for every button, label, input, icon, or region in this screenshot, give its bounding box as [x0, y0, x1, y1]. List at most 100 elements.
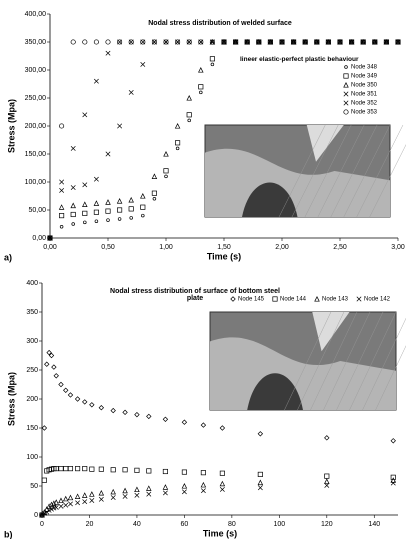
marker [83, 400, 87, 404]
marker [94, 210, 98, 214]
legend-marker [357, 297, 361, 301]
marker [258, 472, 262, 476]
marker [182, 490, 186, 494]
marker [83, 113, 87, 117]
legend-marker [345, 66, 348, 69]
x-axis-label: Time (s) [207, 251, 241, 261]
marker [163, 491, 167, 495]
marker [187, 96, 191, 100]
marker [141, 205, 145, 209]
marker [83, 493, 87, 497]
marker [68, 502, 72, 506]
marker [199, 68, 203, 72]
marker [325, 474, 329, 478]
marker [111, 468, 115, 472]
y-tick-label: 400 [26, 280, 38, 287]
marker [152, 191, 156, 195]
marker [99, 467, 103, 471]
legend-marker [344, 74, 348, 78]
marker [258, 480, 262, 484]
marker [135, 493, 139, 497]
marker [182, 420, 186, 424]
marker [258, 432, 262, 436]
y-tick-label: 200,00 [25, 123, 47, 130]
marker [111, 495, 115, 499]
marker [68, 495, 72, 499]
panel-label: a) [4, 252, 12, 262]
marker [141, 214, 144, 217]
marker [83, 221, 86, 224]
marker [90, 467, 94, 471]
y-tick-label: 150,00 [25, 151, 47, 158]
marker [59, 498, 63, 502]
x-tick-label: 0,50 [101, 244, 115, 251]
marker [123, 494, 127, 498]
y-axis-label: Stress (Mpa) [6, 372, 16, 426]
y-tick-label: 100 [26, 454, 38, 461]
x-tick-label: 20 [86, 521, 94, 528]
marker [199, 85, 203, 89]
y-tick-label: 250 [26, 367, 38, 374]
marker [135, 412, 139, 416]
y-tick-label: 0 [34, 512, 38, 519]
legend-marker [344, 92, 348, 96]
y-axis-label: Stress (Mpa) [6, 99, 16, 153]
legend-label: Node 349 [351, 74, 378, 80]
y-tick-label: 0,00 [32, 235, 46, 242]
y-tick-label: 350 [26, 309, 38, 316]
x-tick-label: 1,00 [159, 244, 173, 251]
marker [258, 486, 262, 490]
marker [123, 410, 127, 414]
marker [188, 119, 191, 122]
marker [163, 417, 167, 421]
marker [135, 468, 139, 472]
marker [64, 388, 68, 392]
y-tick-label: 150 [26, 425, 38, 432]
legend-label: Node 348 [351, 65, 378, 71]
marker [59, 213, 63, 217]
marker [83, 466, 87, 470]
marker [147, 492, 151, 496]
marker [147, 414, 151, 418]
y-tick-label: 300 [26, 338, 38, 345]
x-axis-label: Time (s) [203, 528, 237, 538]
marker [175, 124, 179, 128]
marker [72, 223, 75, 226]
marker [106, 40, 110, 44]
marker [106, 209, 110, 213]
marker [182, 484, 186, 488]
marker [71, 185, 75, 189]
marker [201, 488, 205, 492]
marker [175, 141, 179, 145]
marker [176, 147, 179, 150]
legend-marker [315, 297, 319, 301]
marker [107, 219, 110, 222]
marker [117, 208, 121, 212]
x-tick-label: 60 [181, 521, 189, 528]
legend-label: Node 142 [364, 297, 391, 303]
legend-marker [344, 110, 348, 114]
legend-label: Node 352 [351, 101, 378, 107]
legend-marker [344, 83, 348, 87]
marker [71, 146, 75, 150]
marker [90, 492, 94, 496]
marker [163, 469, 167, 473]
y-tick-label: 350,00 [25, 39, 47, 46]
y-tick-label: 100,00 [25, 179, 47, 186]
marker [75, 501, 79, 505]
marker [59, 180, 63, 184]
legend-label: Node 144 [280, 297, 307, 303]
marker [220, 471, 224, 475]
marker [201, 423, 205, 427]
marker [117, 199, 121, 203]
marker [94, 201, 98, 205]
marker [129, 207, 133, 211]
marker [152, 174, 156, 178]
marker [153, 197, 156, 200]
y-tick-label: 250,00 [25, 95, 47, 102]
panel-label: b) [4, 529, 13, 539]
marker [220, 481, 224, 485]
marker [211, 63, 214, 66]
marker [75, 397, 79, 401]
marker [83, 202, 87, 206]
